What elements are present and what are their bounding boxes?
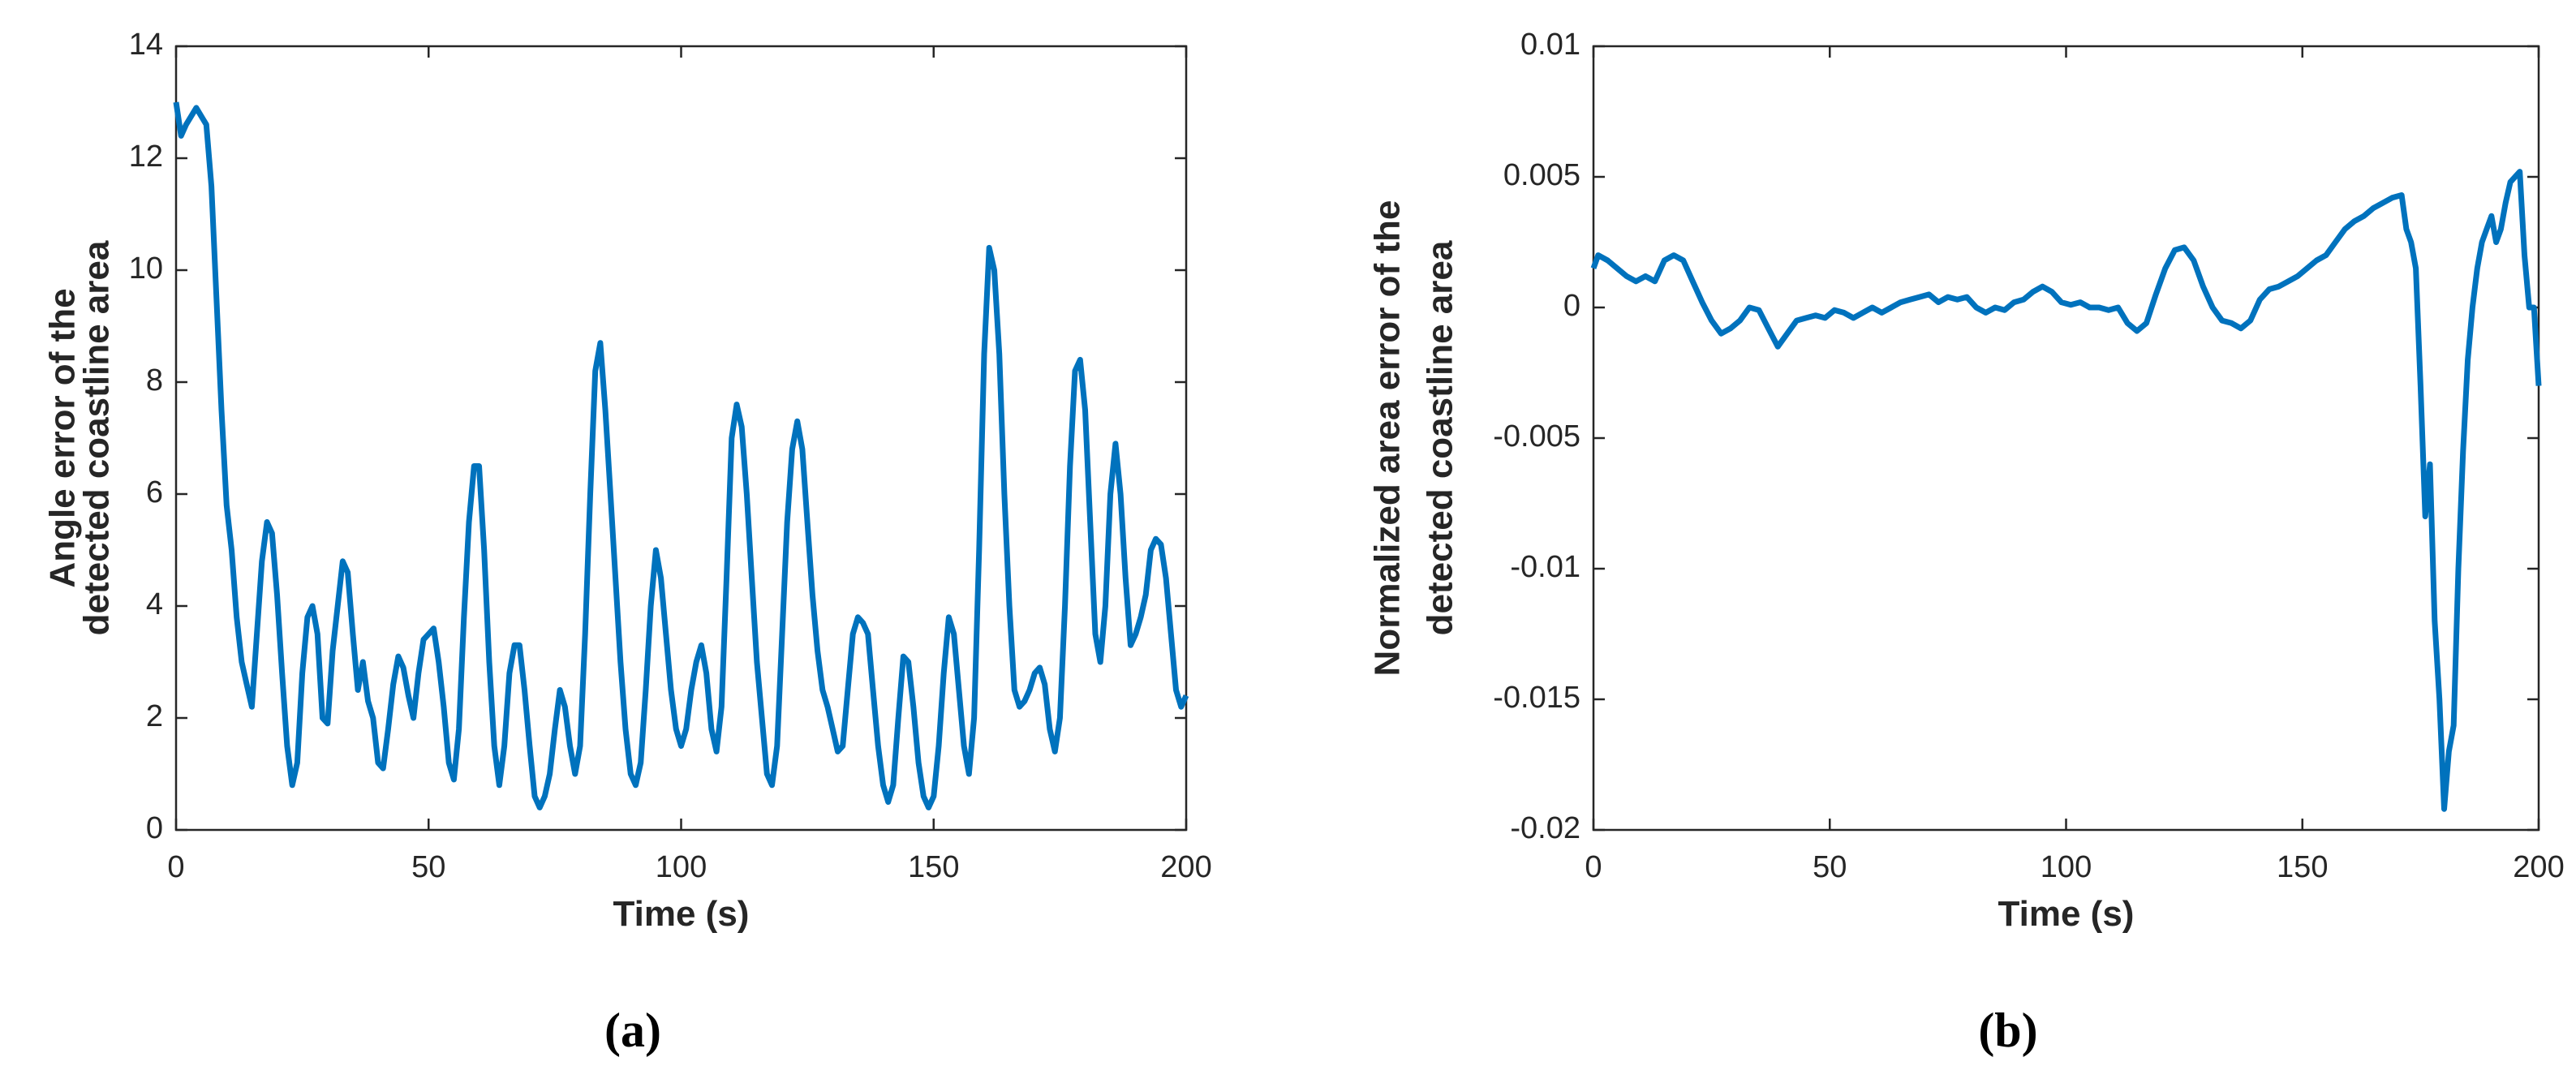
y-axis-label: Angle error of the <box>43 288 83 587</box>
y-tick-label: 2 <box>146 699 163 733</box>
chart: -0.02 -0.015 -0.01 -0.005 0 0.005 0.01 0 50 100 15… <box>1368 28 2565 1057</box>
y-tick-label: 0.01 <box>1520 28 1580 62</box>
data-line <box>173 101 1189 810</box>
y-tick-label: 6 <box>146 475 163 509</box>
x-tick-label: 150 <box>2277 850 2328 884</box>
y-tick-label: 4 <box>146 587 163 621</box>
x-axis-label: Time (s) <box>1998 894 2135 934</box>
y-tick-label: -0.015 <box>1493 681 1580 715</box>
x-axis-label: Time (s) <box>613 894 750 934</box>
plot-frame <box>174 45 1188 832</box>
data-line <box>1590 169 2542 812</box>
caption: (a) <box>604 1004 661 1057</box>
x-tick-label: 50 <box>411 850 445 884</box>
x-tick-label: 200 <box>1160 850 1211 884</box>
x-tick-label: 100 <box>656 850 707 884</box>
y-axis-label: detected coastline area <box>1421 240 1460 635</box>
y-tick-label: -0.005 <box>1493 419 1580 453</box>
x-tick-label: 150 <box>908 850 959 884</box>
y-tick-label: 14 <box>129 28 163 62</box>
y-tick-label: 10 <box>129 251 163 286</box>
x-tick-label: 100 <box>2041 850 2092 884</box>
x-tick-label: 200 <box>2513 850 2564 884</box>
y-tick-label: -0.01 <box>1510 550 1580 584</box>
x-tick-label: 0 <box>167 850 184 884</box>
x-tick-label: 50 <box>1813 850 1847 884</box>
chart: 0 2 4 6 8 10 12 14 0 50 100 150 200 Time (s) Angle err… <box>43 28 1212 1057</box>
y-tick-label: 0.005 <box>1503 158 1580 192</box>
y-axis-label: detected coastline area <box>77 240 117 635</box>
y-tick-label: 8 <box>146 363 163 398</box>
y-tick-label: 12 <box>129 140 163 174</box>
y-axis-label: Normalized area error of the <box>1368 200 1408 677</box>
plot-frame <box>1592 45 2540 832</box>
y-tick-label: 0 <box>1563 289 1580 323</box>
caption: (b) <box>1978 1004 2037 1057</box>
y-tick-label: -0.02 <box>1510 811 1580 845</box>
y-tick-label: 0 <box>146 811 163 845</box>
x-tick-label: 0 <box>1585 850 1602 884</box>
